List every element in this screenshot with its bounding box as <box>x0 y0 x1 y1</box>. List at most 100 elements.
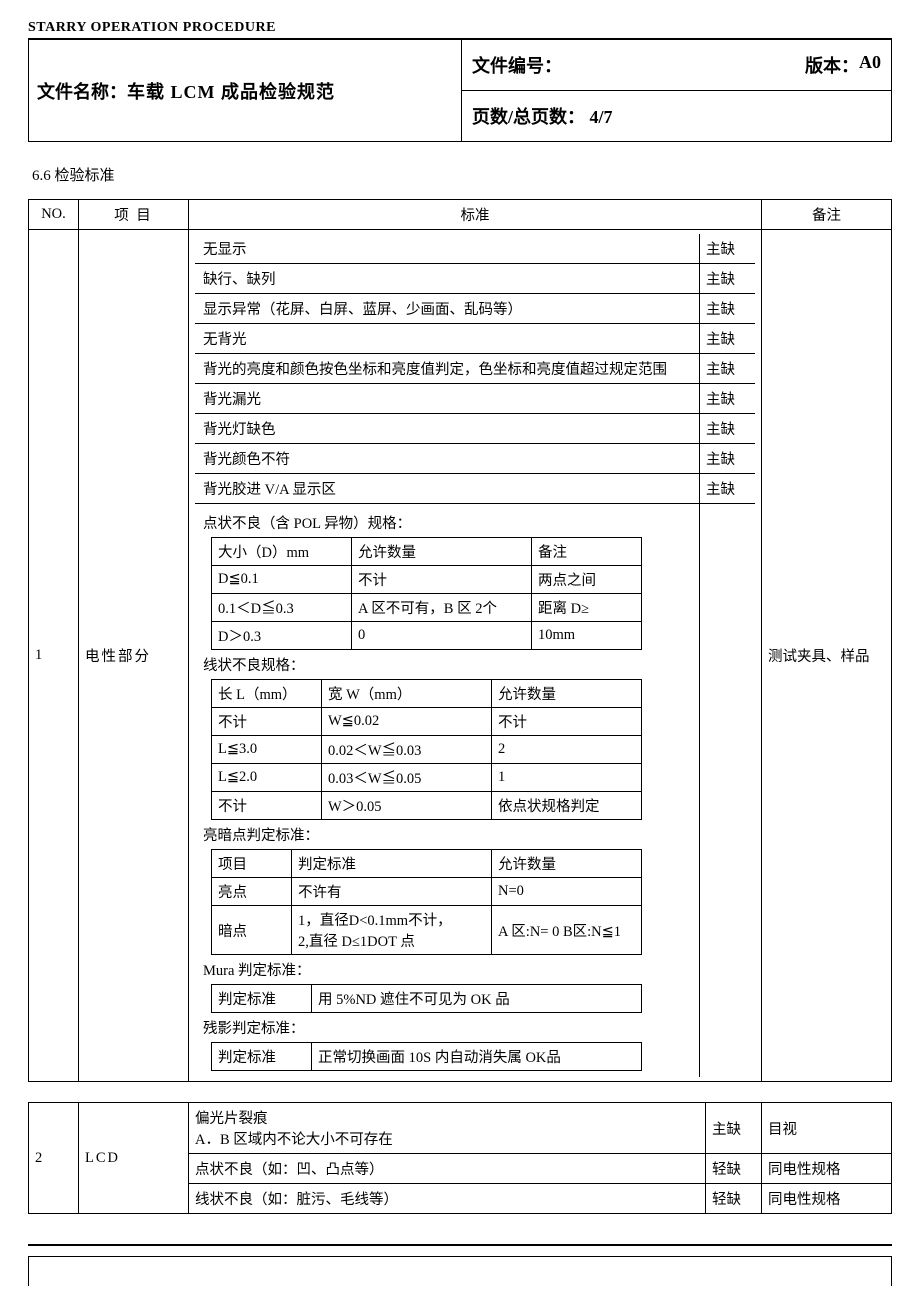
row2-r1-text: 偏光片裂痕 A．B 区域内不论大小不可存在 <box>189 1103 706 1154</box>
line-col1: 长 L（mm） <box>212 680 322 708</box>
cell: 1 <box>492 764 642 792</box>
row1-content: 无显示主缺 缺行、缺列主缺 显示异常（花屏、白屏、蓝屏、少画面、乱码等）主缺 无… <box>189 230 762 1082</box>
row1-note: 测试夹具、样品 <box>762 230 892 1082</box>
cell: 依点状规格判定 <box>492 792 642 820</box>
spot-col2: 允许数量 <box>352 538 532 566</box>
spot-table: 大小（D）mm允许数量备注 D≦0.1不计两点之间 0.1＜D≦0.3A 区不可… <box>211 537 642 650</box>
line-col2: 宽 W（mm） <box>322 680 492 708</box>
ghost-table: 判定标准正常切换画面 10S 内自动消失属 OK品 <box>211 1042 642 1071</box>
bright-col1: 项目 <box>212 850 292 878</box>
cell: L≦2.0 <box>212 764 322 792</box>
cell: 0.03＜W≦0.05 <box>322 764 492 792</box>
bright-title: 亮暗点判定标准： <box>203 820 691 849</box>
defect-level: 主缺 <box>699 444 755 473</box>
cell: W＞0.05 <box>322 792 492 820</box>
defect-level: 主缺 <box>699 324 755 353</box>
cell: 0.02＜W≦0.03 <box>322 736 492 764</box>
col-note: 备注 <box>762 200 892 230</box>
spot-col1: 大小（D）mm <box>212 538 352 566</box>
page-footer <box>28 1244 892 1286</box>
row2-r3-level: 轻缺 <box>706 1184 762 1214</box>
defect-text: 背光灯缺色 <box>195 414 699 443</box>
bright-col2: 判定标准 <box>292 850 492 878</box>
defect-level: 主缺 <box>699 294 755 323</box>
doc-no-label: 文件编号： <box>472 52 805 78</box>
col-item: 项 目 <box>79 200 189 230</box>
row2-r1-level: 主缺 <box>706 1103 762 1154</box>
row2-r3-text: 线状不良（如：脏污、毛线等） <box>189 1184 706 1214</box>
cell: 1，直径D<0.1mm不计， 2,直径 D≤1DOT 点 <box>292 906 492 955</box>
mura-text: 用 5%ND 遮住不可见为 OK 品 <box>312 985 642 1013</box>
mura-label: 判定标准 <box>212 985 312 1013</box>
col-no: NO. <box>29 200 79 230</box>
cell: 2 <box>492 736 642 764</box>
row2-item: LCD <box>79 1103 189 1214</box>
cell: 亮点 <box>212 878 292 906</box>
cell: 0 <box>352 622 532 650</box>
spot-title: 点状不良（含 POL 异物）规格： <box>203 508 691 537</box>
row2-no: 2 <box>29 1103 79 1214</box>
defect-text: 缺行、缺列 <box>195 264 699 293</box>
row1-no: 1 <box>29 230 79 1082</box>
defect-text: 无显示 <box>195 234 699 263</box>
cell: 不计 <box>492 708 642 736</box>
defect-level: 主缺 <box>699 384 755 413</box>
cell: 不计 <box>212 708 322 736</box>
bright-table: 项目判定标准允许数量 亮点不许有N=0 暗点1，直径D<0.1mm不计， 2,直… <box>211 849 642 955</box>
cell: 暗点 <box>212 906 292 955</box>
row1-item: 电性部分 <box>79 230 189 1082</box>
mura-table: 判定标准用 5%ND 遮住不可见为 OK 品 <box>211 984 642 1013</box>
doc-header: 文件名称： 车载 LCM 成品检验规范 文件编号： 版本： A0 页数/总页数：… <box>28 40 892 142</box>
row2-r2-text: 点状不良（如：凹、凸点等） <box>189 1154 706 1184</box>
mura-title: Mura 判定标准： <box>203 955 691 984</box>
defect-text: 背光漏光 <box>195 384 699 413</box>
row2-r2-note: 同电性规格 <box>762 1154 892 1184</box>
cell: 不计 <box>352 566 532 594</box>
line-title: 线状不良规格： <box>203 650 691 679</box>
cell: 距离 D≥ <box>532 594 642 622</box>
row2-r3-note: 同电性规格 <box>762 1184 892 1214</box>
row2-r2-level: 轻缺 <box>706 1154 762 1184</box>
defect-text: 背光胶进 V/A 显示区 <box>195 474 699 503</box>
defect-text: 无背光 <box>195 324 699 353</box>
version-label: 版本： <box>805 52 859 78</box>
inspection-table-2: 2 LCD 偏光片裂痕 A．B 区域内不论大小不可存在 主缺 目视 点状不良（如… <box>28 1102 892 1214</box>
cell: 不许有 <box>292 878 492 906</box>
col-std: 标准 <box>189 200 762 230</box>
defect-level: 主缺 <box>699 234 755 263</box>
cell: L≦3.0 <box>212 736 322 764</box>
ghost-label: 判定标准 <box>212 1043 312 1071</box>
row2-r1-note: 目视 <box>762 1103 892 1154</box>
cell: 10mm <box>532 622 642 650</box>
defect-level: 主缺 <box>699 414 755 443</box>
defect-level: 主缺 <box>699 354 755 383</box>
cell: 0.1＜D≦0.3 <box>212 594 352 622</box>
doc-name: 车载 LCM 成品检验规范 <box>127 78 335 104</box>
spot-col3: 备注 <box>532 538 642 566</box>
bright-col3: 允许数量 <box>492 850 642 878</box>
doc-name-label: 文件名称： <box>37 78 127 104</box>
cell: 不计 <box>212 792 322 820</box>
line-col3: 允许数量 <box>492 680 642 708</box>
company-header: STARRY OPERATION PROCEDURE <box>28 20 892 40</box>
cell: D≦0.1 <box>212 566 352 594</box>
ghost-title: 残影判定标准： <box>203 1013 691 1042</box>
inspection-table-1: NO. 项 目 标准 备注 1 电性部分 无显示主缺 缺行、缺列主缺 显示异常（… <box>28 199 892 1082</box>
cell: N=0 <box>492 878 642 906</box>
line-table: 长 L（mm）宽 W（mm）允许数量 不计W≦0.02不计 L≦3.00.02＜… <box>211 679 642 820</box>
defect-level: 主缺 <box>699 474 755 503</box>
page-label: 页数/总页数： <box>472 107 585 127</box>
cell: 两点之间 <box>532 566 642 594</box>
cell: A 区:N= 0 B区:N≦1 <box>492 906 642 955</box>
cell: A 区不可有，B 区 2个 <box>352 594 532 622</box>
cell: D＞0.3 <box>212 622 352 650</box>
defect-level: 主缺 <box>699 264 755 293</box>
defect-text: 显示异常（花屏、白屏、蓝屏、少画面、乱码等） <box>195 294 699 323</box>
cell: W≦0.02 <box>322 708 492 736</box>
defect-text: 背光颜色不符 <box>195 444 699 473</box>
ghost-text: 正常切换画面 10S 内自动消失属 OK品 <box>312 1043 642 1071</box>
version: A0 <box>859 52 881 78</box>
section-title: 6.6 检验标准 <box>32 164 892 185</box>
page-number: 4/7 <box>590 107 613 127</box>
defect-text: 背光的亮度和颜色按色坐标和亮度值判定，色坐标和亮度值超过规定范围 <box>195 354 699 383</box>
